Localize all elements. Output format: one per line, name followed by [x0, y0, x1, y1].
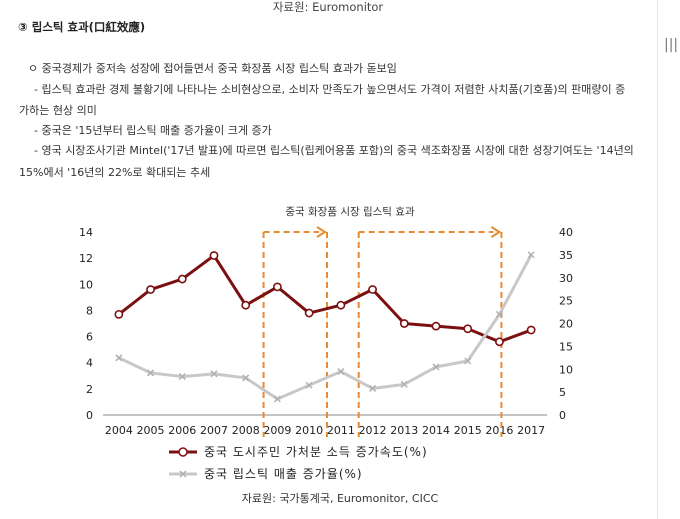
y-right-tick-label: 35 — [559, 249, 573, 262]
data-point — [527, 251, 535, 259]
data-point — [147, 369, 155, 377]
legend-label: 중국 립스틱 매출 증가율(%) — [204, 467, 363, 481]
data-point — [495, 310, 503, 318]
x-tick-label: 2008 — [232, 424, 260, 437]
x-tick-label: 2004 — [105, 424, 133, 437]
y-left-tick-label: 6 — [86, 331, 93, 344]
bullet-line: - 중국은 '15년부터 립스틱 매출 증가율이 크게 증가 — [34, 124, 272, 137]
data-point — [337, 368, 345, 376]
data-point — [115, 354, 123, 362]
data-point — [178, 373, 186, 381]
grip-icon[interactable]: ||| — [664, 37, 679, 53]
legend-line-x-icon — [169, 470, 197, 478]
bullet-line: ㅇ 중국경제가 중저속 성장에 접어들면서 중국 화장품 시장 립스틱 효과가 … — [28, 62, 397, 75]
x-tick-label: 2009 — [263, 424, 291, 437]
data-point — [463, 324, 473, 334]
chart-title: 중국 화장품 시장 립스틱 효과 — [285, 206, 415, 218]
x-tick-label: 2007 — [200, 424, 228, 437]
x-tick-label: 2005 — [137, 424, 165, 437]
x-tick-label: 2011 — [327, 424, 355, 437]
series-line — [117, 254, 532, 344]
series-line — [118, 254, 533, 401]
section-title: ③ 립스틱 효과(口紅效應) — [18, 20, 146, 34]
data-point — [399, 319, 409, 328]
y-right-tick-label: 30 — [559, 272, 573, 285]
data-point — [464, 357, 472, 365]
legend-line-circle-icon — [169, 447, 197, 457]
data-point — [146, 285, 155, 294]
data-point — [369, 384, 377, 392]
data-point — [273, 395, 281, 403]
x-tick-label: 2006 — [168, 424, 196, 437]
y-left-tick-label: 2 — [86, 383, 93, 396]
data-point — [241, 300, 251, 310]
y-right-tick-label: 0 — [559, 409, 566, 422]
bullet-line: 15%에서 '16년의 22%로 확대되는 추세 — [19, 166, 211, 179]
x-tick-label: 2012 — [359, 424, 387, 437]
bullet-line: 가하는 현상 의미 — [19, 104, 97, 117]
x-tick-label: 2010 — [295, 424, 323, 437]
x-tick-label: 2014 — [422, 424, 450, 437]
y-left-tick-label: 12 — [79, 252, 93, 265]
x-tick-label: 2015 — [454, 424, 482, 437]
y-right-tick-label: 5 — [559, 386, 566, 399]
legend-label: 중국 도시주민 가처분 소득 증가속도(%) — [204, 445, 428, 459]
y-left-tick-label: 8 — [86, 304, 93, 317]
data-point — [368, 285, 377, 294]
data-point — [273, 282, 282, 292]
y-right-tick-label: 25 — [559, 295, 573, 308]
y-right-tick-label: 40 — [559, 226, 573, 239]
data-point — [114, 309, 124, 319]
y-right-tick-label: 10 — [559, 363, 573, 376]
y-right-tick-label: 15 — [559, 340, 573, 353]
highlight-arrow-head — [316, 226, 327, 238]
y-right-tick-label: 20 — [559, 318, 573, 331]
data-point — [304, 308, 314, 318]
data-point — [432, 363, 440, 371]
bullet-line: - 영국 시장조사기관 Mintel('17년 발표)에 따르면 립스틱(립케어… — [34, 144, 634, 157]
bottom-source-note: 자료원: 국가통계국, Euromonitor, CICC — [241, 492, 439, 505]
highlight-arrow-head — [490, 226, 502, 238]
y-left-tick-label: 10 — [79, 278, 93, 291]
data-point — [495, 337, 504, 347]
data-point — [526, 325, 536, 335]
top-source-note: 자료원: Euromonitor — [272, 0, 384, 14]
data-point — [209, 251, 219, 260]
data-point — [177, 274, 187, 284]
y-left-tick-label: 0 — [86, 409, 93, 422]
data-point — [242, 374, 250, 382]
y-left-tick-label: 4 — [86, 357, 93, 370]
side-panel-handle[interactable]: ||| — [657, 0, 680, 519]
data-point — [336, 300, 346, 310]
data-point — [431, 321, 441, 331]
x-tick-label: 2013 — [390, 424, 418, 437]
x-tick-label: 2017 — [517, 424, 545, 437]
data-point — [210, 370, 218, 378]
data-point — [400, 380, 408, 388]
x-tick-label: 2016 — [485, 424, 513, 437]
y-left-tick-label: 14 — [79, 226, 93, 239]
bullet-line: - 립스틱 효과란 경제 불황기에 나타나는 소비현상으로, 소비자 만족도가 … — [34, 83, 626, 96]
data-point — [305, 381, 313, 389]
